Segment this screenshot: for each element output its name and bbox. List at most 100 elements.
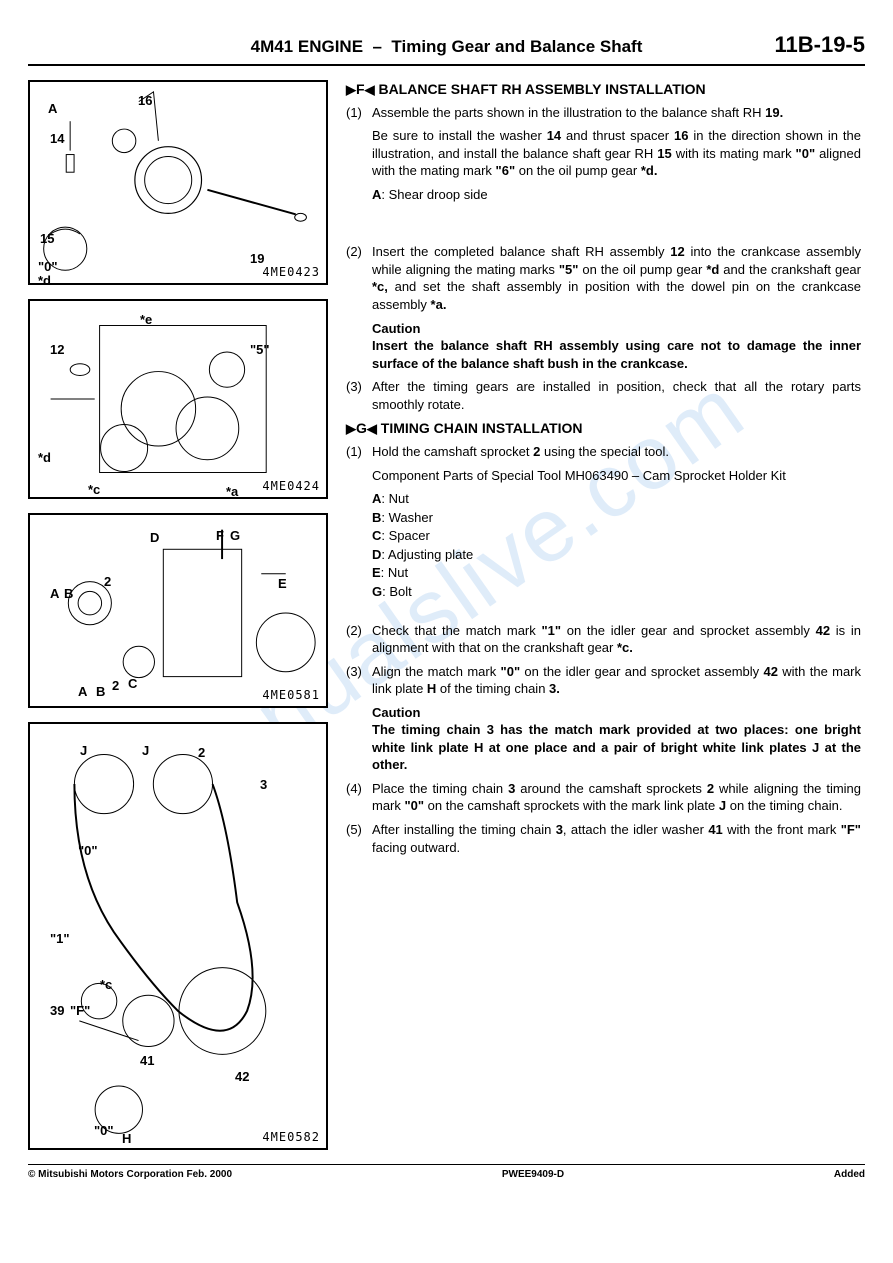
text: and the crankshaft gear [719, 262, 861, 277]
fig-label: "0" [94, 1122, 114, 1140]
heading-f: BALANCE SHAFT RH ASSEMBLY INSTALLATION [378, 81, 705, 97]
text: around the camshaft sprockets [515, 781, 707, 796]
fig-label: A [50, 585, 59, 603]
text: Insert the completed balance shaft RH as… [372, 244, 670, 259]
step-f1b: Be sure to install the washer 14 and thr… [372, 127, 861, 180]
part-val: : Adjusting plate [381, 547, 473, 562]
fig-label: *d [38, 449, 51, 467]
ref: "F" [841, 822, 861, 837]
fig-label: 3 [260, 776, 267, 794]
fig-label: "F" [70, 1002, 90, 1020]
figure-code: 4ME0581 [262, 687, 320, 703]
figure-code: 4ME0424 [262, 478, 320, 494]
ref: *d. [641, 163, 658, 178]
step-g1: (1) Hold the camshaft sprocket 2 using t… [346, 443, 861, 461]
text: using the special tool. [540, 444, 669, 459]
part-val: : Nut [381, 491, 408, 506]
text: Assemble the parts shown in the illustra… [372, 105, 765, 120]
section-f-title: ▶F◀ BALANCE SHAFT RH ASSEMBLY INSTALLATI… [346, 80, 861, 99]
text: on the timing chain. [726, 798, 842, 813]
fig-label: 39 [50, 1002, 64, 1020]
text: : Shear droop side [381, 187, 487, 202]
part-key: C [372, 528, 381, 543]
ref: 16 [674, 128, 688, 143]
caution-text: Insert the balance shaft RH assembly usi… [372, 337, 861, 372]
fig-label: *c [100, 976, 112, 994]
fig-label: A [48, 100, 57, 118]
text: on the idler gear and sprocket assembly [520, 664, 763, 679]
ref: "6" [496, 163, 516, 178]
side-note: A: Shear droop side [372, 186, 861, 204]
marker-f: F [356, 81, 365, 97]
part-val: : Bolt [382, 584, 412, 599]
fig-label: J [142, 742, 149, 760]
step-f1: (1) Assemble the parts shown in the illu… [346, 104, 861, 122]
fig-label: "0" [78, 842, 98, 860]
fig-label: 12 [50, 341, 64, 359]
ref: *c. [617, 640, 633, 655]
ref: 14 [547, 128, 561, 143]
ref: 42 [764, 664, 778, 679]
fig-label: B [96, 683, 105, 701]
fig-label: 2 [112, 677, 119, 695]
footer-docnum: PWEE9409-D [502, 1168, 564, 1182]
step-g3: (3) Align the match mark "0" on the idle… [346, 663, 861, 698]
part-key: B [372, 510, 381, 525]
fig-label: "5" [250, 341, 270, 359]
text: on the camshaft sprockets with the mark … [424, 798, 719, 813]
text: on the idler gear and sprocket assembly [561, 623, 816, 638]
text: After the timing gears are installed in … [372, 378, 861, 413]
label: A [372, 187, 381, 202]
ref: 42 [816, 623, 830, 638]
text: After installing the timing chain [372, 822, 556, 837]
step-g4: (4) Place the timing chain 3 around the … [346, 780, 861, 815]
tool-intro: Component Parts of Special Tool MH063490… [372, 467, 861, 485]
text-column: ▶F◀ BALANCE SHAFT RH ASSEMBLY INSTALLATI… [346, 80, 865, 1150]
text: , attach the idler washer [563, 822, 708, 837]
ref: *a. [431, 297, 447, 312]
fig-label: 16 [138, 92, 152, 110]
figure-4me0581: D F G E 2 A B A B 2 C 4ME0581 [28, 513, 328, 708]
text: on the oil pump gear [578, 262, 706, 277]
fig-label: *d [38, 272, 51, 290]
ref: 19. [765, 105, 783, 120]
ref: 3 [556, 822, 563, 837]
fig-label: 41 [140, 1052, 154, 1070]
ref: 12 [670, 244, 684, 259]
part-key: D [372, 547, 381, 562]
parts-list: A: Nut B: Washer C: Spacer D: Adjusting … [372, 490, 861, 600]
fig-label: "1" [50, 930, 70, 948]
footer-copyright: © Mitsubishi Motors Corporation Feb. 200… [28, 1168, 232, 1182]
fig-label: C [128, 675, 137, 693]
ref: "0" [796, 146, 816, 161]
figure-4me0582: J J 2 3 "0" "1" *c "F" 39 41 42 "0" H 4M… [28, 722, 328, 1150]
ref: 15 [657, 146, 671, 161]
figure-4me0424: *e 12 "5" *d *c *a 4ME0424 [28, 299, 328, 499]
caution-text-g: The timing chain 3 has the match mark pr… [372, 721, 861, 774]
ref: "1" [541, 623, 561, 638]
text: of the timing chain [436, 681, 549, 696]
figure-code: 4ME0582 [262, 1129, 320, 1145]
part-val: : Nut [381, 565, 408, 580]
section-g-title: ▶G◀ TIMING CHAIN INSTALLATION [346, 419, 861, 438]
ref: "0" [405, 798, 425, 813]
ref: 3. [549, 681, 560, 696]
header-title: 4M41 ENGINE – Timing Gear and Balance Sh… [237, 36, 656, 59]
text: with the front mark [723, 822, 841, 837]
step-f3: (3) After the timing gears are installed… [346, 378, 861, 413]
fig-label: 15 [40, 230, 54, 248]
text: with its mating mark [672, 146, 796, 161]
text: Be sure to install the washer [372, 128, 547, 143]
figure-4me0423: A 14 16 15 19 "0" *d 4ME0423 [28, 80, 328, 285]
ref: *d [706, 262, 719, 277]
fig-label: E [278, 575, 287, 593]
text: and thrust spacer [561, 128, 674, 143]
fig-label: *a [226, 483, 238, 501]
fig-label: 14 [50, 130, 64, 148]
footer-status: Added [834, 1168, 865, 1182]
fig-label: *e [140, 311, 152, 329]
page-footer: © Mitsubishi Motors Corporation Feb. 200… [28, 1164, 865, 1182]
text: on the oil pump gear [515, 163, 641, 178]
fig-label: G [230, 527, 240, 545]
part-key: A [372, 491, 381, 506]
